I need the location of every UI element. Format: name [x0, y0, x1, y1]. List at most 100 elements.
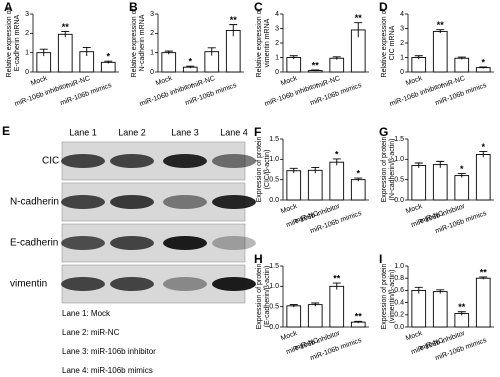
lane-label: Lane 1: [69, 127, 97, 137]
error-bar: [311, 302, 320, 307]
error-bar: [104, 60, 113, 64]
error-bar: [354, 22, 363, 38]
error-bar: [354, 320, 363, 323]
bar: [350, 179, 366, 201]
y-axis-label: Relative expression of: [381, 9, 388, 78]
blot-band: [163, 195, 207, 209]
y-tick-label: 1.0: [394, 156, 404, 163]
x-tick-label: Mock: [405, 330, 424, 342]
significance-label: **: [230, 15, 238, 25]
y-axis-label: (E-cadherin/β-actin): [264, 266, 271, 328]
bar: [100, 61, 116, 73]
error-bar: [289, 55, 298, 60]
blot-band: [61, 277, 105, 291]
y-tick-label: 0.0: [269, 197, 279, 204]
y-tick-label: 1: [150, 50, 154, 57]
lane-label: Lane 3: [171, 127, 199, 137]
y-tick-label: 3: [400, 25, 404, 32]
x-tick-label: miR-NC: [65, 75, 91, 90]
y-tick-label: 1.0: [269, 156, 279, 163]
significance-label: **: [312, 60, 320, 70]
y-tick-label: 2: [275, 40, 279, 47]
error-bar: [39, 48, 48, 57]
panel-letter: B: [129, 0, 138, 14]
panel-letter: E: [2, 124, 10, 138]
blot-band: [110, 277, 154, 291]
y-tick-label: 4: [400, 11, 404, 18]
y-tick-label: 0.2: [394, 312, 404, 319]
y-tick-label: 0.6: [394, 287, 404, 294]
bar: [329, 161, 345, 201]
bar: [307, 304, 323, 328]
bar: [307, 169, 323, 201]
y-tick-label: 4: [275, 11, 279, 18]
bar: [475, 277, 491, 328]
y-tick-label: 0.0: [394, 197, 404, 204]
panel-letter: D: [379, 0, 388, 14]
error-bar: [332, 158, 341, 166]
significance-label: **: [355, 312, 363, 322]
bar: [432, 30, 448, 73]
bar: [411, 57, 427, 73]
bar: [454, 57, 470, 73]
legend-entry: Lane 3: miR-106b inhibitor: [62, 347, 156, 356]
x-tick-label: Mock: [405, 75, 424, 87]
y-axis-label: vimentin mRNA: [264, 18, 271, 67]
blot-band: [212, 195, 256, 209]
error-bar: [332, 56, 341, 60]
y-tick-label: 0.8: [394, 275, 404, 282]
significance-label: *: [481, 142, 485, 152]
panel-letter: A: [4, 0, 13, 14]
y-tick-label: 0.0: [394, 324, 404, 331]
x-tick-label: Mock: [280, 203, 299, 215]
y-tick-label: 0.4: [394, 299, 404, 306]
panel-letter: C: [254, 0, 263, 14]
error-bar: [479, 66, 488, 69]
error-bar: [207, 47, 216, 56]
error-bar: [164, 50, 173, 55]
legend-entry: Lane 4: miR-106b mimics: [62, 366, 153, 375]
blot-band: [110, 154, 154, 168]
panel-letter: H: [254, 252, 263, 266]
y-tick-label: 2: [25, 30, 29, 37]
error-bar: [457, 311, 466, 316]
y-tick-label: 3: [275, 25, 279, 32]
significance-label: *: [106, 52, 110, 62]
error-bar: [289, 304, 298, 308]
blot-band: [212, 154, 256, 168]
bar: [286, 57, 302, 73]
bar: [161, 52, 177, 73]
y-axis-label: Relative expression of: [131, 9, 138, 78]
x-tick-label: Mock: [30, 75, 49, 87]
significance-label: *: [356, 168, 360, 178]
significance-label: *: [188, 57, 192, 67]
significance-label: **: [355, 13, 363, 23]
blot-band: [110, 236, 154, 250]
error-bar: [457, 56, 466, 60]
significance-label: **: [62, 22, 70, 32]
significance-label: *: [481, 57, 485, 67]
error-bar: [414, 55, 423, 60]
significance-label: **: [480, 267, 488, 277]
blot-band: [212, 277, 256, 291]
bar: [475, 154, 491, 201]
y-tick-label: 0: [400, 69, 404, 76]
y-axis-label: (CIC/β-actin): [264, 150, 271, 190]
error-bar: [186, 65, 195, 69]
y-axis-label: Expression of protein: [256, 264, 263, 330]
x-tick-label: Mock: [155, 75, 174, 87]
x-tick-label: Mock: [280, 330, 299, 342]
error-bar: [311, 69, 320, 72]
significance-label: *: [460, 164, 464, 174]
row-label: vimentin: [10, 279, 47, 290]
y-axis-label: (N-cadherin/β-actin): [389, 139, 396, 201]
y-tick-label: 1.0: [269, 283, 279, 290]
significance-label: **: [333, 273, 341, 283]
error-bar: [479, 151, 488, 158]
blot-band: [110, 195, 154, 209]
error-bar: [82, 46, 91, 56]
blot-band: [163, 277, 207, 291]
error-bar: [457, 173, 466, 178]
bar: [432, 164, 448, 201]
y-tick-label: 0.0: [269, 324, 279, 331]
